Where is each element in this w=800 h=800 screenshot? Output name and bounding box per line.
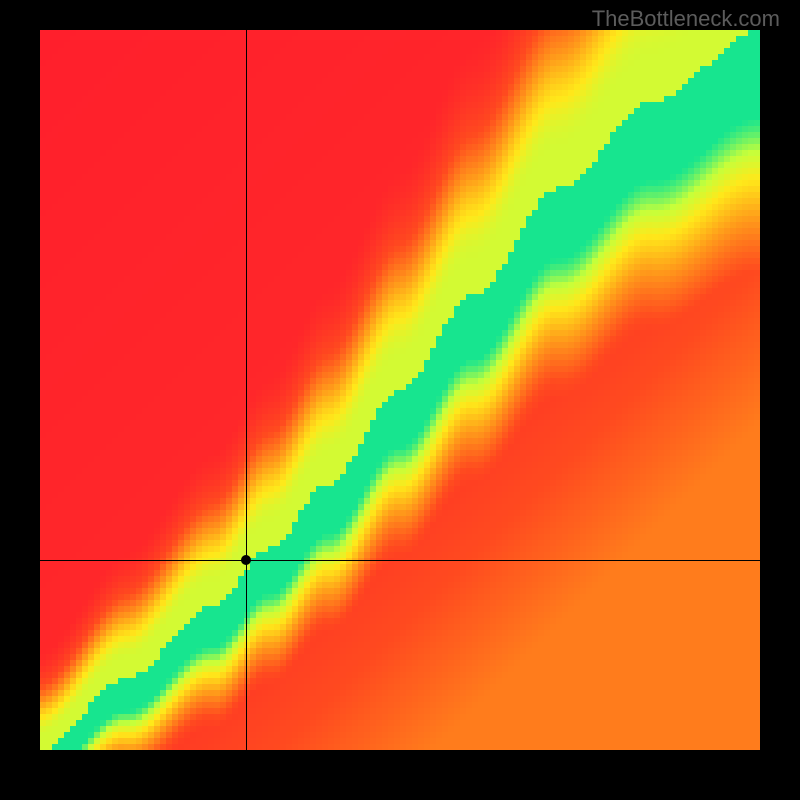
heatmap-plot xyxy=(40,30,760,750)
crosshair-horizontal xyxy=(40,560,760,561)
watermark-text: TheBottleneck.com xyxy=(592,6,780,32)
heatmap-canvas xyxy=(40,30,760,750)
selection-marker xyxy=(241,555,251,565)
crosshair-vertical xyxy=(246,30,247,750)
